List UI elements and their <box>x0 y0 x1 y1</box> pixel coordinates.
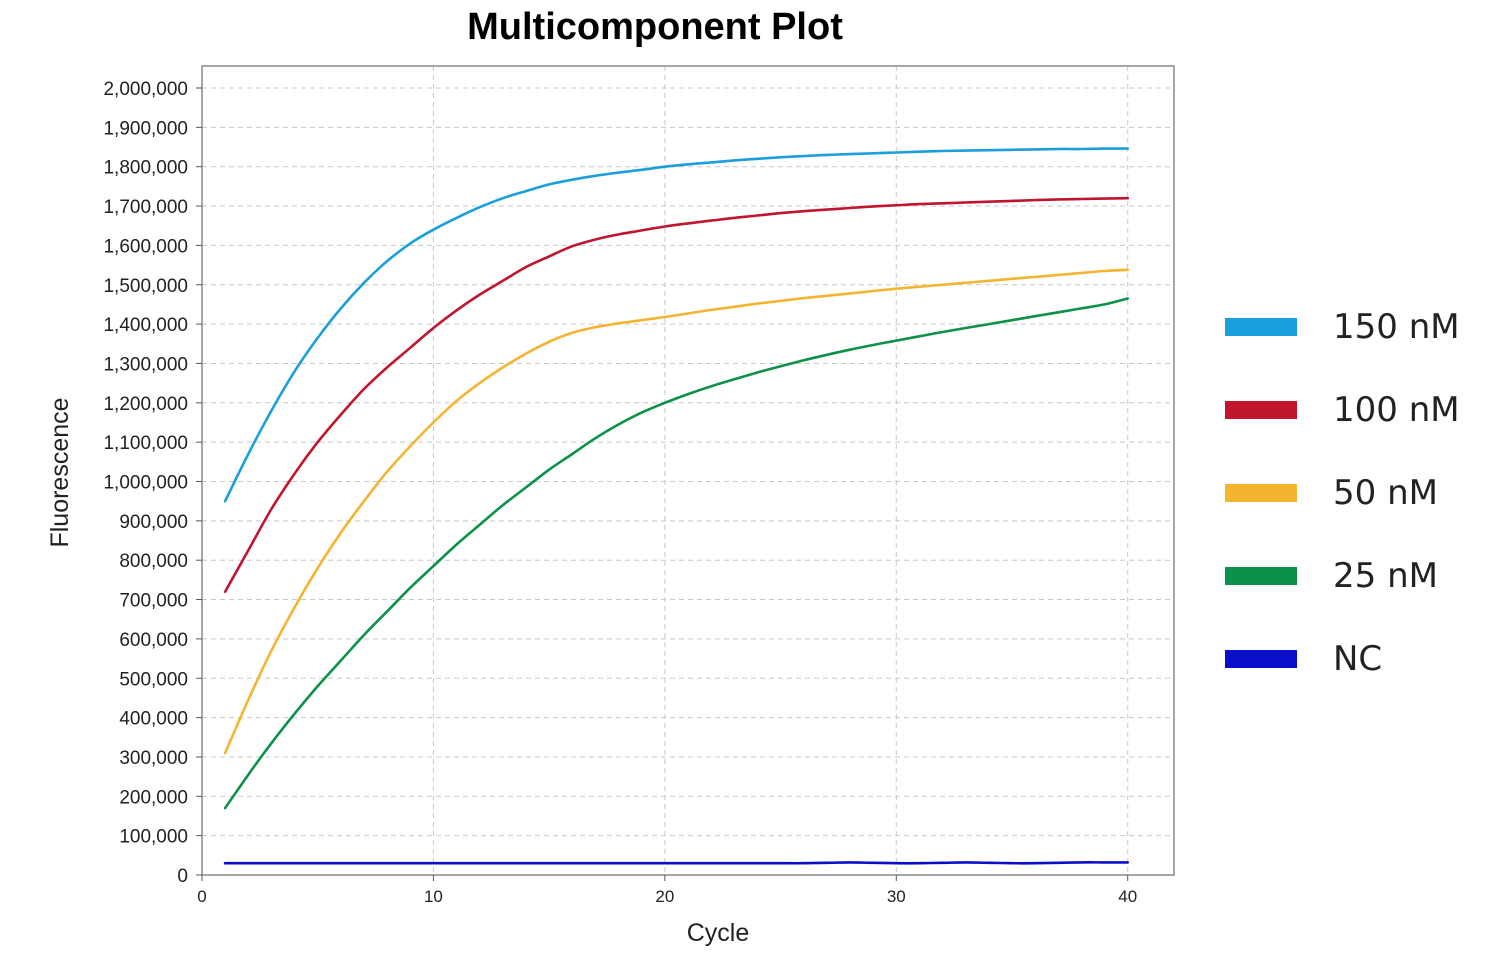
x-tick-label: 0 <box>197 887 206 906</box>
y-tick-label: 600,000 <box>119 630 188 651</box>
legend-swatch <box>1225 400 1297 419</box>
series-lines <box>223 147 1129 865</box>
legend-swatch <box>1225 483 1297 502</box>
series-line-nc <box>223 861 1129 865</box>
y-tick-label: 500,000 <box>119 669 188 690</box>
plot-frame <box>201 65 1175 876</box>
y-tick-label: 400,000 <box>119 709 188 730</box>
y-tick-label: 1,300,000 <box>103 354 188 375</box>
series-line-150-nm <box>223 147 1129 503</box>
legend-swatch <box>1225 566 1297 585</box>
y-tick-label: 1,200,000 <box>103 394 188 415</box>
legend-item-100-nm: 100 nM <box>1225 368 1485 451</box>
x-tick-label: 10 <box>424 887 443 906</box>
y-tick-label: 1,400,000 <box>103 315 188 336</box>
x-tick-label: 40 <box>1118 887 1137 906</box>
y-tick-label: 900,000 <box>119 512 188 533</box>
y-tick-label: 200,000 <box>119 787 188 808</box>
y-tick-label: 0 <box>177 866 188 887</box>
y-tick-label: 1,100,000 <box>103 433 188 454</box>
x-axis-label: Cycle <box>687 919 750 947</box>
legend-label: 100 nM <box>1333 389 1460 430</box>
series-line-100-nm <box>223 196 1129 593</box>
legend-item-150-nm: 150 nM <box>1225 285 1485 368</box>
legend-label: 50 nM <box>1333 472 1438 513</box>
legend-label: NC <box>1333 638 1383 679</box>
y-tick-label: 1,900,000 <box>103 118 188 139</box>
y-tick-label: 2,000,000 <box>103 79 188 100</box>
y-tick-label: 1,500,000 <box>103 276 188 297</box>
y-tick-label: 1,600,000 <box>103 236 188 257</box>
y-tick-label: 800,000 <box>119 551 188 572</box>
x-tick-label: 20 <box>655 887 674 906</box>
y-tick-label: 1,800,000 <box>103 158 188 179</box>
legend-swatch <box>1225 317 1297 336</box>
series-line-50-nm <box>223 268 1129 755</box>
legend: 150 nM 100 nM 50 nM 25 nM NC <box>1225 285 1485 700</box>
grid-lines <box>202 66 1174 875</box>
legend-label: 150 nM <box>1333 306 1460 347</box>
y-tick-label: 100,000 <box>119 827 188 848</box>
y-axis-label: Fluorescence <box>46 397 74 547</box>
legend-swatch <box>1225 649 1297 668</box>
legend-item-50-nm: 50 nM <box>1225 451 1485 534</box>
chart-title: Multicomponent Plot <box>467 6 843 48</box>
x-tick-label: 30 <box>887 887 906 906</box>
legend-item-25-nm: 25 nM <box>1225 534 1485 617</box>
axes: 0 100,000 200,000 300,000 400,000 500,000 600,… <box>103 79 1137 906</box>
legend-label: 25 nM <box>1333 555 1438 596</box>
y-tick-label: 1,700,000 <box>103 197 188 218</box>
y-tick-label: 300,000 <box>119 748 188 769</box>
legend-item-nc: NC <box>1225 617 1485 700</box>
y-tick-label: 700,000 <box>119 591 188 612</box>
series-line-25-nm <box>223 297 1129 810</box>
y-tick-label: 1,000,000 <box>103 473 188 494</box>
